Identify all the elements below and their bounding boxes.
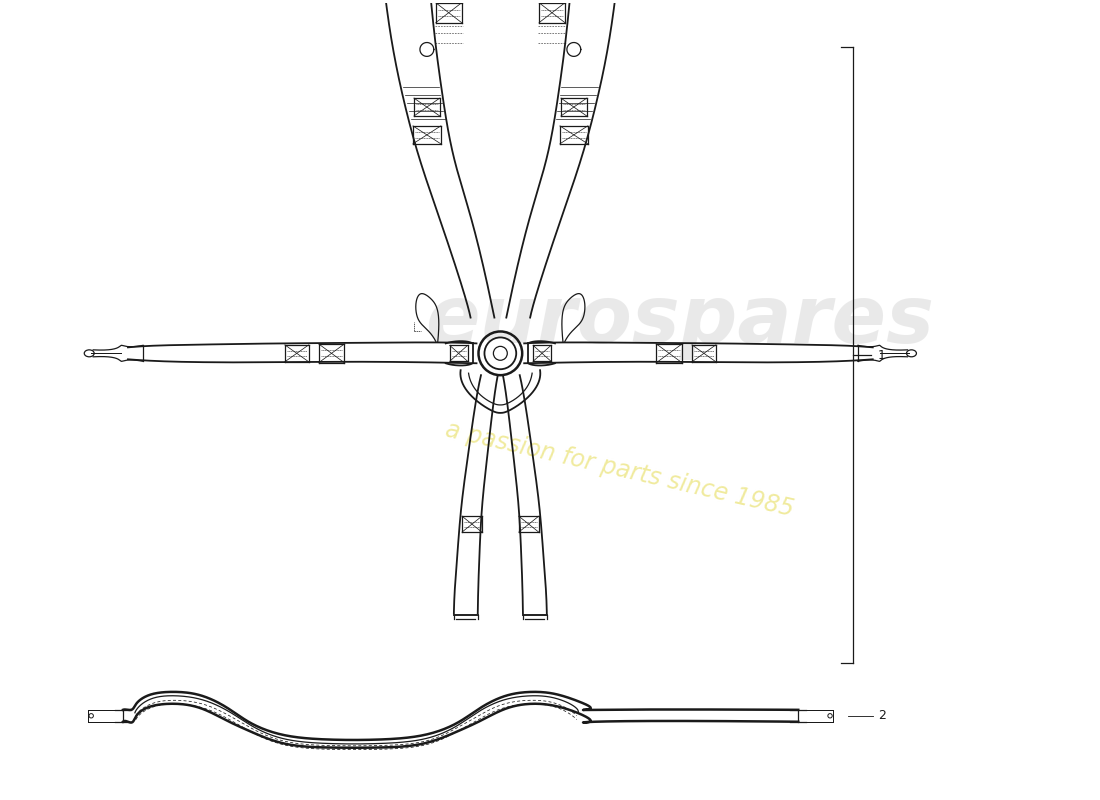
Text: eurospares: eurospares: [425, 282, 934, 359]
Text: a passion for parts since 1985: a passion for parts since 1985: [443, 418, 796, 522]
Text: 2: 2: [878, 710, 886, 722]
Circle shape: [484, 338, 516, 370]
Text: 1: 1: [878, 349, 886, 362]
